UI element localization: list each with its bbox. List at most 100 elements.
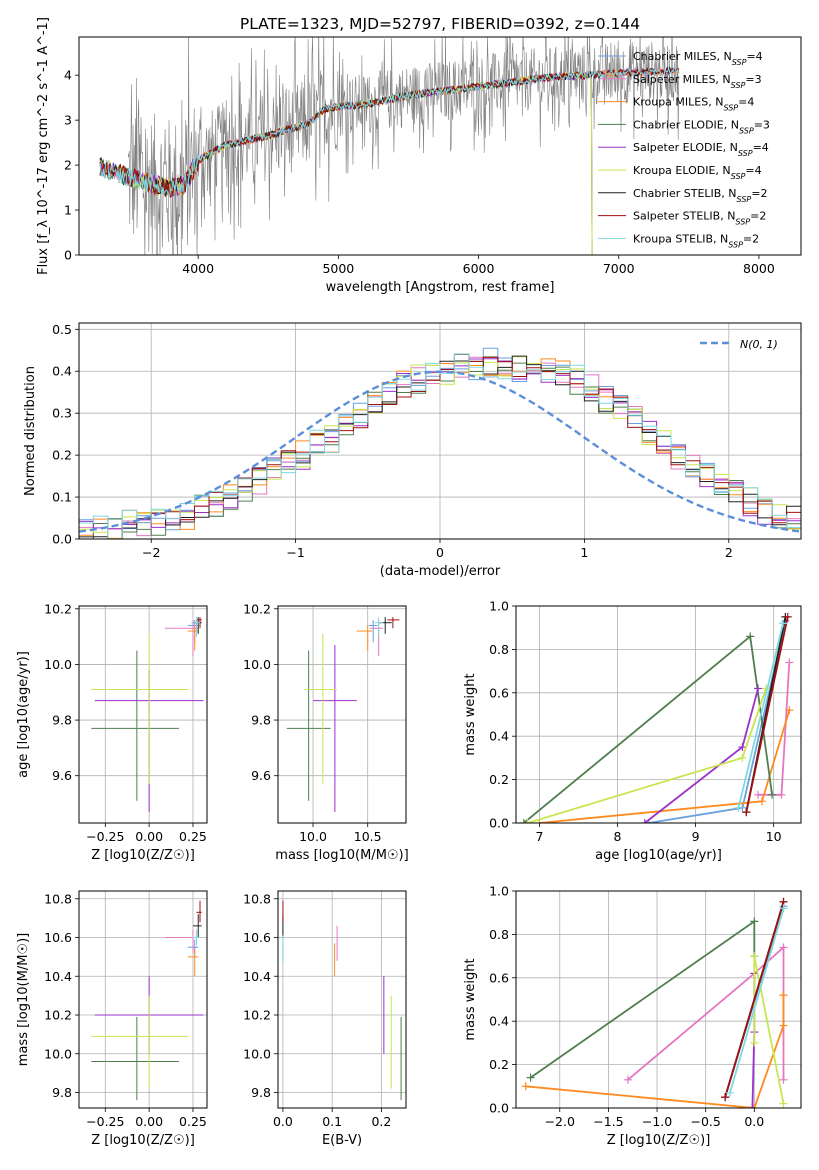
y-tick-label: 0.4 [489,729,509,744]
y-axis-label: Normed distribution [23,366,38,496]
x-axis-label: Z [log10(Z/Z☉)] [91,1133,195,1148]
y-tick-label: 1.0 [489,884,509,899]
panel-axes: 4000 5000 6000 7000 8000 0 1 2 3 4 wavelength [Ang… [36,17,802,295]
y-tick-label: 10.2 [44,601,72,616]
y-tick-label: 0.6 [489,970,509,985]
y-tick-label: 0.3 [52,406,72,421]
x-tick-label: −2 [142,545,160,560]
y-tick-label: 9.6 [52,768,72,783]
x-tick-label: 10.0 [299,829,327,844]
weight-marker [779,991,788,1000]
x-tick-label: 6000 [463,261,495,276]
x-tick-label: 0.00 [135,1114,163,1129]
y-tick-label: 0.0 [489,816,509,831]
x-tick-label: 0.0 [744,1114,764,1129]
y-axis-label: Flux [f_λ 10^-17 erg cm^-2 s^-1 A^-1] [36,17,51,275]
panel-axes: −2 −1 0 1 2 0.0 0.1 0.2 0.3 0.4 0.5 (data-model)/er… [23,322,802,579]
mass-weight-vs-age-axes: 7 8 9 10 0.0 0.2 0.4 0.6 0.8 1.0 age [log10(age/yr… [463,599,802,863]
weight-line [724,901,785,1098]
weight-marker [779,904,788,913]
weight-line [530,919,756,1079]
y-tick-label: 10.2 [243,1008,271,1023]
x-axis-label: Z [log10(Z/Z☉)] [91,848,195,863]
legend-label: Salpeter ELODIE, NSSP=4 [633,141,769,158]
plot-layer: 4000 5000 6000 7000 8000 0 1 2 3 4 wavelength [Ang… [16,17,802,1148]
weight-marker [725,1088,734,1097]
x-tick-label: 0.00 [135,829,163,844]
plot-area [521,897,788,1108]
plot-area [282,900,402,1101]
weight-line [525,995,785,1108]
x-tick-label: 8 [614,829,622,844]
y-tick-label: 0.2 [52,448,72,463]
weight-marker [523,819,532,823]
weight-line [737,623,784,809]
mass-weight-vs-Z-axes: −2.0 −1.5 −1.0 −0.5 0.0 0.0 0.2 0.4 0.6 0.8 1.0 Z [… [463,884,802,1148]
histogram-line [79,353,801,539]
legend-label: Kroupa MILES, NSSP=4 [633,96,754,113]
normal-legend: N(0, 1) [700,338,778,351]
weight-marker [738,753,747,762]
plot-area [286,617,400,812]
y-tick-label: 2 [64,158,72,173]
weight-line [745,616,789,813]
y-tick-label: 9.6 [251,768,271,783]
y-tick-label: 3 [64,113,72,128]
y-tick-label: 10.0 [44,1046,72,1061]
y-tick-label: 10.4 [44,969,72,984]
x-tick-label: 0.25 [179,1114,207,1129]
axes-frame [78,605,208,824]
plot-area [99,37,680,255]
figure-title: PLATE=1323, MJD=52797, FIBERID=0392, z=0… [240,15,640,33]
x-tick-label: 0.25 [179,829,207,844]
y-tick-label: 4 [64,68,72,83]
weight-marker [519,819,528,823]
x-tick-label: 0.0 [273,1114,293,1129]
axes-frame [277,890,407,1109]
weight-marker [750,917,759,926]
x-axis-label: mass [log10(M/M☉)] [275,848,408,863]
weight-marker [754,790,763,799]
axes-frame [515,890,802,1109]
y-tick-label: 10.0 [243,1046,271,1061]
x-tick-label: −2.0 [545,1114,575,1129]
mass-vs-Z-axes: −0.25 0.00 0.25 9.8 10.0 10.2 10.4 10.6 10.8 Z [l… [16,890,208,1148]
x-axis-label: wavelength [Angstrom, rest frame] [326,280,555,295]
y-tick-label: 10.8 [44,891,72,906]
legend-label: Chabrier STELIB, NSSP=2 [633,187,767,204]
y-axis-label: mass weight [463,958,478,1040]
y-tick-label: 10.8 [243,891,271,906]
axes-frame [277,605,407,824]
axes-frame [515,605,802,824]
axes-frame [78,36,802,256]
x-tick-label: −0.25 [86,829,124,844]
legend-label: Chabrier ELODIE, NSSP=3 [633,118,770,135]
weight-marker [750,1038,759,1047]
weight-marker [750,1104,759,1108]
spectrum-legend: Chabrier MILES, NSSP=4 Salpeter MILES, NS… [598,50,770,249]
weight-marker [779,943,788,952]
y-tick-label: 0.5 [52,322,72,337]
y-tick-label: 0.8 [489,927,509,942]
weight-marker [738,743,747,752]
y-tick-label: 0.0 [52,532,72,547]
y-tick-label: 10.4 [243,969,271,984]
y-tick-label: 0.6 [489,685,509,700]
y-tick-label: 9.8 [251,1085,271,1100]
x-tick-label: 9 [692,829,700,844]
y-tick-label: 1.0 [489,599,509,614]
y-tick-label: 9.8 [52,1085,72,1100]
x-axis-label: Z [log10(Z/Z☉)] [607,1133,711,1148]
x-axis-label: E(B-V) [322,1133,362,1148]
y-axis-label: age [log10(age/yr)] [16,651,31,778]
plot-area [91,900,204,1101]
weight-marker [779,619,788,628]
weight-marker [757,797,766,806]
age-vs-mass-axes: 10.0 10.5 9.6 9.8 10.0 10.2 mass [log10(M/M☉)] [243,601,409,863]
y-tick-label: 10.0 [243,657,271,672]
weight-marker [785,658,794,667]
legend-label: Kroupa STELIB, NSSP=2 [633,232,759,249]
weight-marker [768,790,777,799]
y-tick-label: 0.4 [489,1014,509,1029]
weight-marker [734,803,743,812]
